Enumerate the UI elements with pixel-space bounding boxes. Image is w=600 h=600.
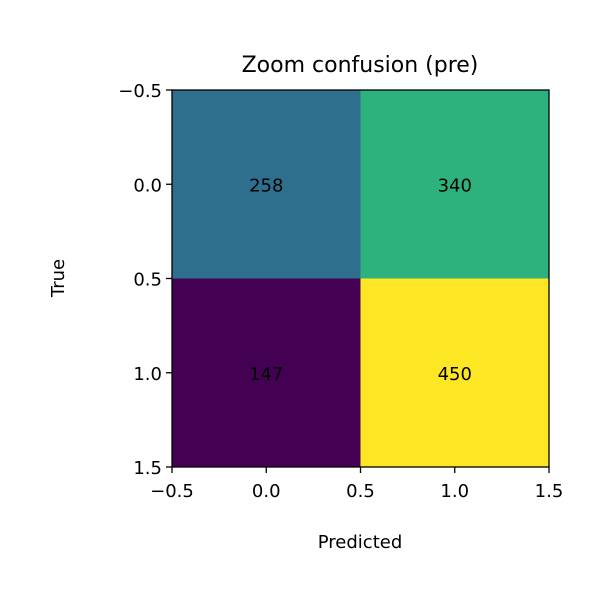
y-axis-ticks: −0.5 0.0 0.5 1.0 1.5 <box>118 81 172 479</box>
y-axis-label: True <box>48 259 69 298</box>
heatmap-cell-r1-c0 <box>172 278 361 467</box>
heatmap-cell-r0-c1 <box>360 90 549 279</box>
x-tick-label: 1.5 <box>535 481 564 502</box>
y-tick-label: −0.5 <box>118 81 162 102</box>
heatmap-cell-labels: 258 340 147 450 <box>249 175 472 385</box>
cell-value-label-r1-c0: 147 <box>249 364 283 385</box>
x-tick-label: 1.0 <box>440 481 469 502</box>
heatmap-cell-r0-c0 <box>172 90 361 279</box>
y-tick-label: 1.0 <box>133 364 162 385</box>
chart-title: Zoom confusion (pre) <box>242 53 479 78</box>
cell-value-label-r0-c0: 258 <box>249 175 283 196</box>
x-axis-label: Predicted <box>318 532 403 553</box>
x-tick-label: −0.5 <box>150 481 194 502</box>
x-tick-label: 0.5 <box>346 481 375 502</box>
heatmap-cells <box>172 90 549 467</box>
y-tick-label: 0.0 <box>133 175 162 196</box>
heatmap-cell-r1-c1 <box>360 278 549 467</box>
x-axis-ticks: −0.5 0.0 0.5 1.0 1.5 <box>150 467 563 502</box>
x-tick-label: 0.0 <box>252 481 281 502</box>
cell-value-label-r0-c1: 340 <box>438 175 472 196</box>
y-tick-label: 1.5 <box>133 458 162 479</box>
y-tick-label: 0.5 <box>133 270 162 291</box>
cell-value-label-r1-c1: 450 <box>438 364 472 385</box>
